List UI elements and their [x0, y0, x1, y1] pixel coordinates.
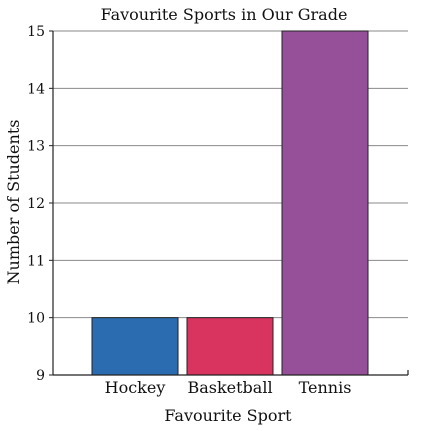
chart-title: Favourite Sports in Our Grade [101, 5, 348, 24]
x-tick-label: Basketball [187, 378, 272, 397]
y-axis-label: Number of Students [4, 120, 23, 285]
y-tick-label: 12 [27, 196, 45, 212]
bar-tennis [281, 30, 369, 376]
y-tick-label: 15 [27, 24, 45, 40]
x-axis-label: Favourite Sport [164, 406, 292, 425]
bar-hockey [91, 317, 179, 376]
y-tick-label: 13 [27, 139, 45, 155]
x-tick-label: Tennis [299, 378, 352, 397]
y-tick-label: 14 [27, 81, 45, 97]
x-tick-label: Hockey [105, 378, 166, 397]
tick-labels: 9 10 11 12 13 14 15 Hockey Basketball Tennis [27, 24, 351, 397]
bars [91, 30, 369, 376]
y-tick-label: 9 [36, 368, 45, 384]
y-tick-label: 10 [27, 311, 45, 327]
bar-basketball [186, 317, 274, 376]
axes [49, 30, 409, 376]
y-tick-label: 11 [27, 253, 45, 269]
